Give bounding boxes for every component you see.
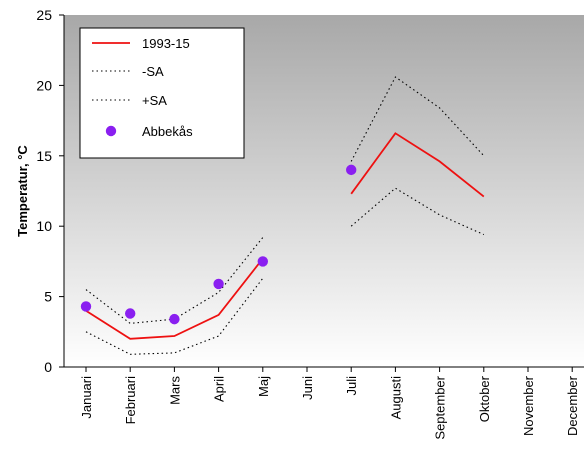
y-tick-label: 5 <box>44 289 52 305</box>
y-tick-label: 20 <box>36 77 52 93</box>
x-tick-label: Oktober <box>477 375 492 422</box>
x-tick-label: Maj <box>256 376 271 397</box>
x-tick-label: Januari <box>79 376 94 419</box>
abbekas-point <box>213 278 224 290</box>
legend-label: -SA <box>142 64 164 79</box>
legend-label: 1993-15 <box>142 36 190 51</box>
series-layer <box>80 76 485 355</box>
abbekas-point <box>257 256 268 267</box>
x-tick-label: April <box>212 376 227 402</box>
x-tick-label: December <box>565 375 580 436</box>
x-tick-label: Februari <box>123 376 138 425</box>
legend-label: Abbekås <box>142 124 193 139</box>
abbekas-point <box>80 301 92 312</box>
abbekas-point <box>169 313 180 325</box>
legend-box <box>79 27 245 159</box>
y-axis-label: Temperatur, °C <box>15 145 30 237</box>
legend-marker <box>105 125 117 137</box>
series-line-1993-15 <box>85 258 264 340</box>
y-tick-label: 15 <box>36 148 52 164</box>
x-tick-label: Augusti <box>388 376 403 419</box>
x-tick-label: September <box>433 375 448 439</box>
x-tick-label: Mars <box>167 376 182 405</box>
y-tick-label: 0 <box>44 359 52 375</box>
legend-label: +SA <box>142 93 167 108</box>
y-tick-label: 10 <box>36 218 52 234</box>
x-tick-label: Juni <box>300 376 315 400</box>
x-tick-label: November <box>521 375 536 436</box>
abbekas-point <box>125 308 136 319</box>
abbekas-point <box>346 164 357 176</box>
x-tick-label: Juli <box>344 376 359 396</box>
series-line-1993-15 <box>350 132 485 198</box>
y-tick-label: 25 <box>36 7 52 23</box>
series-line-plus-sa <box>350 76 485 162</box>
legend: 1993-15 -SA +SA Abbekås <box>79 27 245 159</box>
axes: 0 5 10 15 20 25 Januari Februari Mars April Maj Jun… <box>36 7 584 440</box>
